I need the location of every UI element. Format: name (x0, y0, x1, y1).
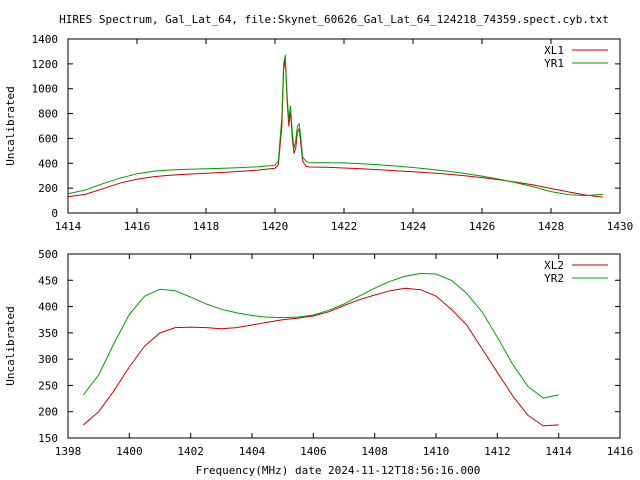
bottom-x-tick-label: 1412 (484, 445, 511, 458)
top-y-tick-label: 600 (38, 132, 58, 145)
top-x-tick-label: 1418 (193, 220, 220, 233)
top-x-tick-label: 1414 (55, 220, 82, 233)
top-spectrum-panel: Uncalibrated 1414 1416 1418 1420 1422 1424 142… (4, 33, 633, 233)
bottom-x-ticks: 1398 1400 1402 1404 1406 1408 1410 1412 1414 1416 (55, 254, 634, 458)
top-x-tick-label: 1424 (400, 220, 427, 233)
bottom-x-tick-label: 1400 (116, 445, 143, 458)
top-y-axis-label: Uncalibrated (4, 86, 17, 165)
bottom-y-axis-label: Uncalibrated (4, 306, 17, 385)
top-y-ticks: 0 200 400 600 800 1000 1200 1400 (32, 33, 620, 220)
top-x-tick-label: 1430 (607, 220, 634, 233)
top-y-tick-label: 1200 (32, 58, 59, 71)
figure-title: HIRES Spectrum, Gal_Lat_64, file:Skynet_… (59, 13, 609, 26)
bottom-x-tick-label: 1410 (423, 445, 450, 458)
bottom-x-tick-label: 1402 (177, 445, 204, 458)
bottom-legend-label-xl2: XL2 (544, 259, 564, 272)
bottom-y-tick-label: 300 (38, 353, 58, 366)
top-x-tick-label: 1428 (538, 220, 565, 233)
bottom-plot-frame (67, 253, 621, 439)
top-x-ticks: 1414 1416 1418 1420 1422 1424 1426 1428 1430 (55, 39, 634, 233)
bottom-x-tick-label: 1398 (55, 445, 82, 458)
bottom-y-tick-label: 150 (38, 432, 58, 445)
bottom-spectrum-panel: Uncalibrated 1398 1400 1402 1404 1406 1408 141… (4, 248, 633, 458)
bottom-y-tick-label: 200 (38, 406, 58, 419)
bottom-legend-label-yr2: YR2 (544, 272, 564, 285)
bottom-x-tick-label: 1404 (239, 445, 266, 458)
bottom-y-ticks: 150 200 250 300 350 400 450 500 (38, 248, 620, 445)
top-series-line-yr1 (67, 54, 603, 197)
bottom-y-tick-label: 250 (38, 379, 58, 392)
bottom-x-tick-label: 1406 (300, 445, 327, 458)
bottom-y-tick-label: 350 (38, 327, 58, 340)
bottom-series-line-yr2 (82, 273, 559, 399)
top-series-line-xl1 (67, 58, 603, 198)
top-y-tick-label: 200 (38, 182, 58, 195)
top-y-tick-label: 0 (51, 207, 58, 220)
top-x-tick-label: 1420 (262, 220, 289, 233)
x-axis-footer-label: Frequency(MHz) date 2024-11-12T18:56:16.… (196, 464, 481, 477)
bottom-x-tick-label: 1408 (361, 445, 388, 458)
bottom-x-tick-label: 1414 (545, 445, 572, 458)
bottom-x-tick-label: 1416 (607, 445, 634, 458)
bottom-series-line-xl2 (82, 287, 559, 427)
top-y-tick-label: 400 (38, 157, 58, 170)
top-series-lines (67, 54, 603, 198)
top-x-tick-label: 1416 (124, 220, 151, 233)
bottom-y-tick-label: 450 (38, 274, 58, 287)
top-y-tick-label: 1000 (32, 83, 59, 96)
top-legend-label-yr1: YR1 (544, 57, 564, 70)
top-legend-label-xl1: XL1 (544, 44, 564, 57)
top-x-tick-label: 1426 (469, 220, 496, 233)
bottom-series-lines (82, 273, 559, 427)
bottom-y-tick-label: 500 (38, 248, 58, 261)
top-y-tick-label: 1400 (32, 33, 59, 46)
top-y-tick-label: 800 (38, 108, 58, 121)
bottom-y-tick-label: 400 (38, 301, 58, 314)
top-x-tick-label: 1422 (331, 220, 358, 233)
